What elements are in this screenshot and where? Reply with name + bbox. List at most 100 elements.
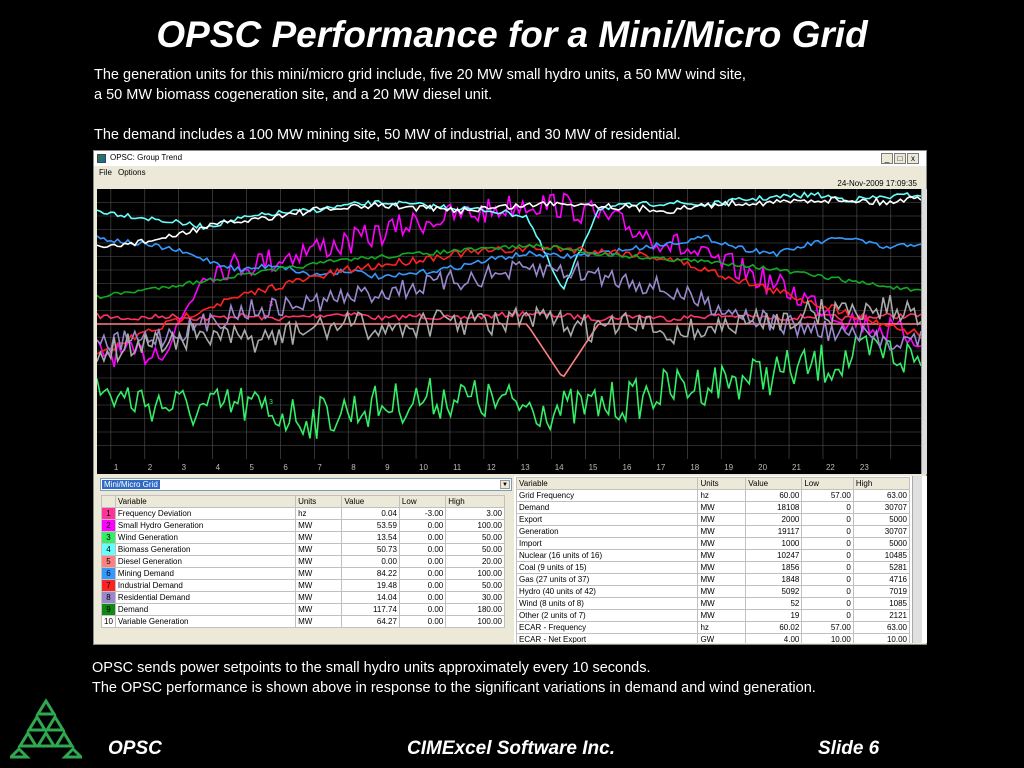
cell-low: 0.00	[398, 615, 447, 628]
table-scrollbar[interactable]	[912, 476, 922, 643]
table-row[interactable]: 3 Wind Generation MW 13.54 0.00 50.00	[101, 531, 505, 544]
cell-value: 117.74	[341, 603, 400, 616]
series-color-swatch: 6	[101, 567, 116, 580]
system-variable-pane: Variable Units Value Low High Grid Frequency…	[514, 476, 927, 643]
chevron-down-icon[interactable]: ▼	[500, 480, 510, 489]
table-row[interactable]: 10 Variable Generation MW 64.27 0.00 100.00	[101, 615, 505, 628]
cell-low: 0	[801, 549, 854, 562]
column-header[interactable]: Low	[801, 477, 854, 490]
cell-variable: Frequency Deviation	[114, 507, 297, 520]
column-header[interactable]: High	[445, 495, 505, 508]
window-titlebar[interactable]: OPSC: Group Trend _ □ x	[94, 151, 926, 166]
cell-value: 19	[745, 609, 803, 622]
system-variable-table: Variable Units Value Low High Grid Frequency…	[515, 477, 911, 643]
table-row[interactable]: 8 Residential Demand MW 14.04 0.00 30.00	[101, 591, 505, 604]
cell-variable: Generation	[515, 525, 699, 538]
x-tick-label: 19	[724, 463, 733, 472]
cell-low: 0	[801, 609, 854, 622]
cell-units: GW	[697, 633, 747, 643]
table-row[interactable]: Coal (9 units of 15) MW 1856 0 5281	[515, 561, 911, 574]
column-header[interactable]: High	[852, 477, 911, 490]
menubar: File Options	[94, 166, 926, 178]
column-header[interactable]: Variable	[114, 495, 297, 508]
table-row[interactable]: Nuclear (16 units of 16) MW 10247 0 10485	[515, 549, 911, 562]
table-row[interactable]: Export MW 2000 0 5000	[515, 513, 911, 526]
column-header[interactable]: Value	[745, 477, 803, 490]
table-row[interactable]: 4 Biomass Generation MW 50.73 0.00 50.00	[101, 543, 505, 556]
cell-variable: Demand	[515, 501, 699, 514]
cell-low: 0.00	[398, 531, 447, 544]
cell-value: 60.02	[745, 621, 803, 634]
performance-description-line-2: The OPSC performance is shown above in r…	[92, 680, 816, 696]
cell-units: MW	[295, 519, 343, 532]
trend-line-residual	[97, 295, 921, 364]
table-row[interactable]: Wind (8 units of 8) MW 52 0 1085	[515, 597, 911, 610]
table-row[interactable]: ECAR - Frequency hz 60.02 57.00 63.00	[515, 621, 911, 634]
group-variable-pane: Mini/Micro Grid ▼ Variable Units Value Low H…	[97, 476, 513, 643]
x-tick-label: 15	[589, 463, 598, 472]
x-tick-label: 5	[250, 463, 255, 472]
cell-value: 52	[745, 597, 803, 610]
trend-line-wind-generation	[97, 334, 921, 439]
trend-line-variable-generation	[97, 195, 921, 249]
cell-high: 63.00	[852, 489, 911, 502]
column-header[interactable]: Units	[697, 477, 747, 490]
cell-value: 0.04	[341, 507, 400, 520]
cell-variable: Residential Demand	[114, 591, 297, 604]
table-row[interactable]: Grid Frequency hz 60.00 57.00 63.00	[515, 489, 911, 502]
table-row[interactable]: Generation MW 19117 0 30707	[515, 525, 911, 538]
cell-units: MW	[697, 585, 747, 598]
demand-description: The demand includes a 100 MW mining site…	[94, 127, 681, 143]
cell-units: MW	[295, 543, 343, 556]
table-row[interactable]: 2 Small Hydro Generation MW 53.59 0.00 100.00	[101, 519, 505, 532]
performance-description: OPSC sends power setpoints to the small …	[92, 658, 816, 698]
table-row[interactable]: Gas (27 units of 37) MW 1848 0 4716	[515, 573, 911, 586]
cell-variable: Small Hydro Generation	[114, 519, 297, 532]
cell-variable: Demand	[114, 603, 297, 616]
cell-units: hz	[295, 507, 343, 520]
cell-value: 18108	[745, 501, 803, 514]
generation-description: The generation units for this mini/micro…	[94, 65, 974, 105]
x-tick-label: 11	[453, 463, 462, 472]
table-row[interactable]: Hydro (40 units of 42) MW 5092 0 7019	[515, 585, 911, 598]
cell-high: 63.00	[852, 621, 911, 634]
cell-variable: Other (2 units of 7)	[515, 609, 699, 622]
minimize-button[interactable]: _	[881, 153, 893, 164]
table-row[interactable]: 7 Industrial Demand MW 19.48 0.00 50.00	[101, 579, 505, 592]
cell-high: 100.00	[445, 567, 505, 580]
trend-line-small-hydro-generation	[97, 192, 921, 368]
table-row[interactable]: 9 Demand MW 117.74 0.00 180.00	[101, 603, 505, 616]
column-header[interactable]: Variable	[515, 477, 699, 490]
cell-variable: Gas (27 units of 37)	[515, 573, 699, 586]
table-row[interactable]: 5 Diesel Generation MW 0.00 0.00 20.00	[101, 555, 505, 568]
table-row[interactable]: Demand MW 18108 0 30707	[515, 501, 911, 514]
table-row[interactable]: Import MW 1000 0 5000	[515, 537, 911, 550]
cell-units: MW	[295, 531, 343, 544]
cell-value: 50.73	[341, 543, 400, 556]
column-header[interactable]: Units	[295, 495, 343, 508]
table-row[interactable]: Other (2 units of 7) MW 19 0 2121	[515, 609, 911, 622]
menu-file[interactable]: File	[99, 168, 112, 177]
cell-units: MW	[295, 615, 343, 628]
footer-brand: OPSC	[108, 738, 162, 759]
maximize-button[interactable]: □	[894, 153, 906, 164]
performance-description-line-1: OPSC sends power setpoints to the small …	[92, 660, 651, 676]
trend-scrollbar[interactable]	[921, 189, 927, 474]
cell-units: hz	[697, 489, 747, 502]
cell-variable: Coal (9 units of 15)	[515, 561, 699, 574]
cell-high: 50.00	[445, 579, 505, 592]
cell-high: 2121	[852, 609, 911, 622]
table-row[interactable]: ECAR - Net Export GW 4.00 10.00 10.00	[515, 633, 911, 643]
trend-x-ticks: 1 2 3 4 5 6 7 8 9 10 11 12 13 14 15 16 17 18 19 20 21 22 23	[114, 463, 869, 472]
table-row[interactable]: 6 Mining Demand MW 84.22 0.00 100.00	[101, 567, 505, 580]
column-header[interactable]: Value	[341, 495, 400, 508]
group-select[interactable]: Mini/Micro Grid ▼	[100, 478, 512, 491]
cell-variable: Export	[515, 513, 699, 526]
cell-variable: Mining Demand	[114, 567, 297, 580]
trend-chart[interactable]: 1 2 3 4 5 6 7 8 9 10 11 12 13 14 15 16 17 18 19 20 21 22 23 3 …	[97, 189, 921, 474]
column-header[interactable]: Low	[398, 495, 447, 508]
close-button[interactable]: x	[907, 153, 919, 164]
menu-options[interactable]: Options	[118, 168, 146, 177]
table-row[interactable]: 1 Frequency Deviation hz 0.04 -3.00 3.00	[101, 507, 505, 520]
x-tick-label: 8	[351, 463, 356, 472]
